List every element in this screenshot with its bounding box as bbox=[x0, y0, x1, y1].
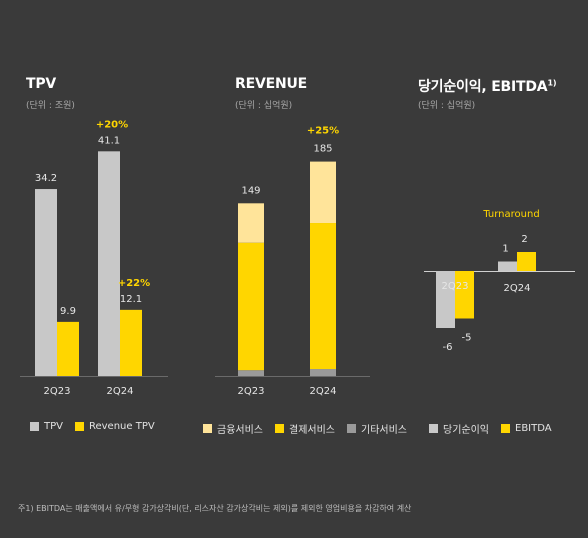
bar-payment-2q23 bbox=[238, 242, 264, 371]
bar-tpv-2q23 bbox=[35, 189, 57, 376]
legend-swatch-revenue-tpv bbox=[74, 422, 84, 431]
bar-tpv-2q24 bbox=[98, 151, 120, 376]
legend-swatch-ebitda bbox=[501, 424, 510, 433]
profit-unit: (단위 : 십억원) bbox=[418, 101, 476, 111]
legend-swatch-financial bbox=[203, 424, 212, 433]
legend-label-payment: 결제서비스 bbox=[289, 425, 335, 436]
profit-title: 당기순이익, EBITDA1) bbox=[418, 76, 556, 96]
x-tick-2q24: 2Q24 bbox=[310, 386, 337, 397]
profit-legend: 당기순이익 EBITDA bbox=[429, 421, 552, 436]
bar-ebitda-2q24 bbox=[517, 252, 536, 271]
bar-net-income-2q24 bbox=[498, 261, 517, 271]
legend-swatch-payment bbox=[275, 424, 284, 433]
legend-item-other: 기타서비스 bbox=[347, 421, 407, 436]
legend-label-ebitda: EBITDA bbox=[515, 423, 552, 434]
revenue-panel: REVENUE (단위 : 십억원) 149 2Q23 185 2Q24 +25% 금융… bbox=[200, 0, 407, 460]
tpv-panel: TPV (단위 : 조원) 34.2 9.9 2Q23 41.1 12.1 2Q24 +20… bbox=[0, 0, 200, 460]
bar-other-2q24 bbox=[310, 369, 336, 376]
growth-label-revenue: +25% bbox=[307, 126, 339, 137]
legend-swatch-net-income bbox=[429, 424, 438, 433]
footnote-marker: 1) bbox=[547, 78, 557, 88]
bar-financial-2q23 bbox=[238, 203, 264, 243]
legend-item-net-income: 당기순이익 bbox=[429, 421, 489, 436]
legend-item-revenue-tpv: Revenue TPV bbox=[74, 421, 155, 432]
x-tick-2q23: 2Q23 bbox=[44, 386, 71, 397]
value-label-revenue-tpv-2q23: 9.9 bbox=[60, 306, 76, 317]
tpv-legend: TPV Revenue TPV bbox=[30, 421, 155, 432]
bar-financial-2q24 bbox=[310, 161, 336, 224]
tpv-chart: 34.2 9.9 2Q23 41.1 12.1 2Q24 +20% +22% bbox=[20, 119, 168, 397]
tpv-unit: (단위 : 조원) bbox=[26, 101, 75, 111]
legend-label-other: 기타서비스 bbox=[361, 425, 407, 436]
legend-label-tpv: TPV bbox=[44, 421, 63, 432]
revenue-title: REVENUE bbox=[235, 76, 307, 92]
legend-label-financial: 금융서비스 bbox=[217, 425, 263, 436]
x-tick-2q24: 2Q24 bbox=[107, 386, 134, 397]
value-label-tpv-2q23: 34.2 bbox=[35, 173, 57, 184]
growth-label-tpv: +20% bbox=[96, 119, 128, 130]
legend-item-payment: 결제서비스 bbox=[275, 421, 335, 436]
value-label-revenue-tpv-2q24: 12.1 bbox=[120, 294, 142, 305]
profit-title-text: 당기순이익, EBITDA bbox=[418, 79, 548, 95]
total-label-2q23: 149 bbox=[241, 185, 260, 196]
bar-revenue-tpv-2q23 bbox=[57, 321, 79, 376]
legend-label-net-income: 당기순이익 bbox=[443, 425, 489, 436]
legend-swatch-tpv bbox=[30, 422, 39, 431]
value-label-net-income-2q24: 1 bbox=[502, 244, 508, 255]
revenue-legend: 금융서비스 결제서비스 기타서비스 bbox=[203, 421, 407, 436]
x-tick-2q24: 2Q24 bbox=[504, 283, 531, 294]
value-label-net-income-2q23: -6 bbox=[443, 342, 453, 353]
total-label-2q24: 185 bbox=[313, 144, 332, 155]
footnote: 주1) EBITDA는 매출액에서 유/무형 감가상각비(단, 리스자산 감가상… bbox=[18, 504, 412, 513]
bar-revenue-tpv-2q24 bbox=[120, 309, 142, 376]
bar-payment-2q24 bbox=[310, 223, 336, 370]
value-label-ebitda-2q24: 2 bbox=[521, 234, 527, 245]
x-tick-2q23: 2Q23 bbox=[442, 281, 469, 292]
value-label-ebitda-2q23: -5 bbox=[462, 333, 472, 344]
legend-item-financial: 금융서비스 bbox=[203, 421, 263, 436]
bar-net-income-2q23 bbox=[436, 271, 455, 328]
bar-ebitda-2q23 bbox=[455, 271, 474, 319]
profit-panel: 당기순이익, EBITDA1) (단위 : 십억원) -6 -5 2Q23 1 2 2Q2… bbox=[400, 0, 588, 460]
revenue-unit: (단위 : 십억원) bbox=[235, 101, 293, 111]
value-label-tpv-2q24: 41.1 bbox=[98, 135, 120, 146]
legend-swatch-other bbox=[347, 424, 356, 433]
turnaround-label: Turnaround bbox=[482, 209, 539, 220]
bar-other-2q23 bbox=[238, 370, 264, 376]
revenue-chart: 149 2Q23 185 2Q24 +25% bbox=[215, 126, 370, 397]
legend-label-revenue-tpv: Revenue TPV bbox=[88, 421, 155, 432]
legend-item-ebitda: EBITDA bbox=[501, 421, 552, 436]
x-tick-2q23: 2Q23 bbox=[238, 386, 265, 397]
growth-label-revenue-tpv: +22% bbox=[118, 278, 150, 289]
legend-item-tpv: TPV bbox=[30, 421, 63, 432]
profit-chart: -6 -5 2Q23 1 2 2Q24 Turnaround bbox=[424, 209, 575, 353]
tpv-title: TPV bbox=[26, 76, 57, 92]
